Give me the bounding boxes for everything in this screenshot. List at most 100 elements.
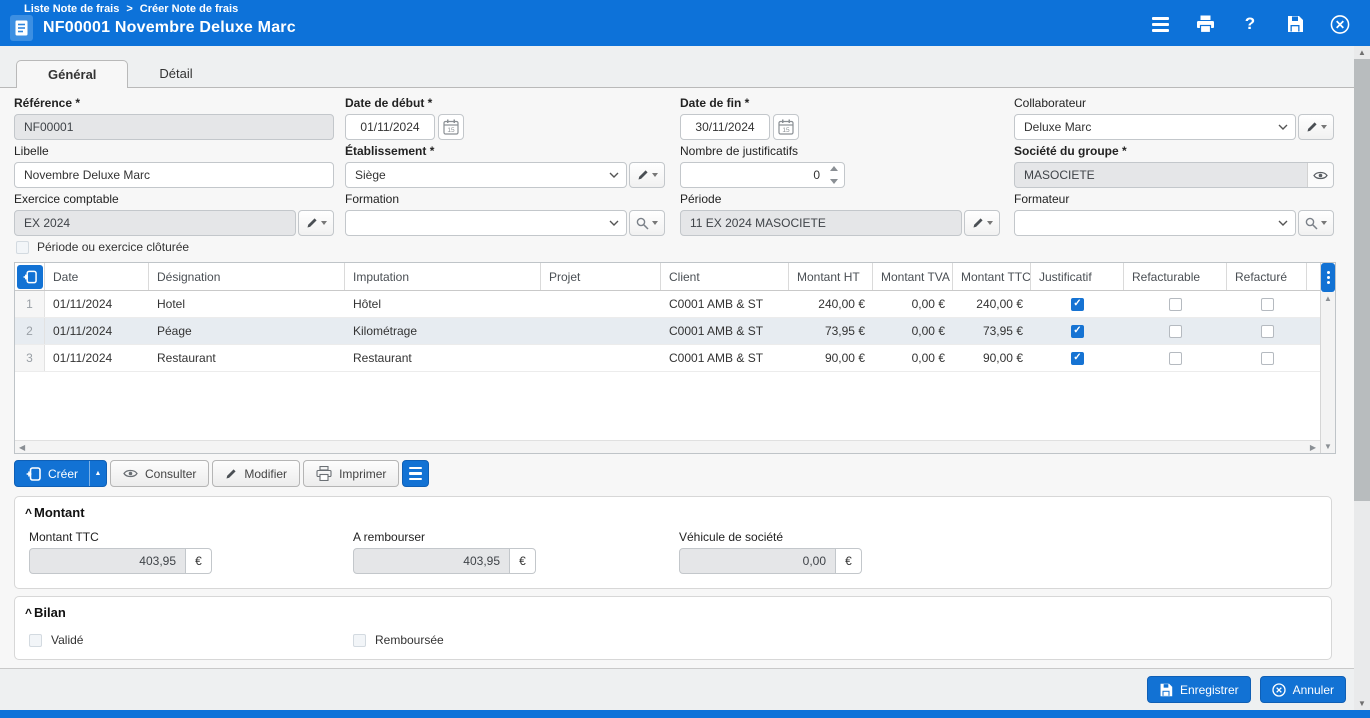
cell-montant_ht: 240,00 € bbox=[818, 297, 865, 311]
enregistrer-button[interactable]: Enregistrer bbox=[1146, 676, 1251, 703]
close-icon[interactable] bbox=[1330, 14, 1350, 34]
print-icon bbox=[316, 466, 332, 481]
scroll-up-icon[interactable]: ▲ bbox=[1324, 294, 1332, 303]
column-header-montant-ht[interactable]: Montant HT bbox=[789, 263, 873, 290]
help-icon[interactable]: ? bbox=[1244, 14, 1256, 33]
eye-icon bbox=[123, 469, 138, 478]
remboursee-checkbox[interactable] bbox=[353, 633, 366, 647]
column-header-montant-ttc[interactable]: Montant TTC bbox=[953, 263, 1031, 290]
table-row[interactable]: 3 01/11/2024 Restaurant Restaurant C0001 AMB… bbox=[15, 345, 1320, 372]
chevron-down-icon[interactable] bbox=[602, 163, 626, 187]
date-fin-input[interactable]: 30/11/2024 bbox=[680, 114, 770, 140]
reference-field: NF00001 bbox=[14, 114, 334, 140]
etablissement-select[interactable]: Siège bbox=[345, 162, 627, 188]
refacturable-checkbox[interactable] bbox=[1169, 351, 1182, 365]
column-header-refacture[interactable]: Refacturé bbox=[1227, 263, 1307, 290]
search-formateur-button[interactable] bbox=[1298, 210, 1334, 236]
libelle-input[interactable]: Novembre Deluxe Marc bbox=[14, 162, 334, 188]
edit-periode-button[interactable] bbox=[964, 210, 1000, 236]
refacture-checkbox[interactable] bbox=[1260, 297, 1274, 311]
cell-date: 01/11/2024 bbox=[53, 351, 113, 365]
periode-field: 11 EX 2024 MASOCIETE bbox=[680, 210, 962, 236]
chevron-down-icon[interactable] bbox=[602, 211, 626, 235]
date-debut-input[interactable]: 01/11/2024 bbox=[345, 114, 435, 140]
caret-down-icon bbox=[652, 221, 658, 225]
collapse-icon[interactable]: ^ bbox=[25, 505, 33, 520]
menu-icon[interactable] bbox=[1150, 14, 1170, 34]
column-header-projet[interactable]: Projet bbox=[541, 263, 661, 290]
chevron-down-icon[interactable] bbox=[1271, 211, 1295, 235]
refacturable-checkbox[interactable] bbox=[1169, 324, 1182, 338]
tab-bar: Général Détail bbox=[16, 60, 224, 88]
societe-groupe-label: Société du groupe * bbox=[1014, 144, 1127, 158]
search-formation-button[interactable] bbox=[629, 210, 665, 236]
column-header-client[interactable]: Client bbox=[661, 263, 789, 290]
formation-select[interactable] bbox=[345, 210, 627, 236]
toolbar-menu-button[interactable] bbox=[402, 460, 430, 487]
number-stepper[interactable] bbox=[830, 166, 838, 184]
table-row[interactable]: 1 01/11/2024 Hotel Hôtel C0001 AMB & ST 240,0… bbox=[15, 291, 1320, 318]
annuler-button[interactable]: Annuler bbox=[1259, 676, 1346, 703]
tab-detail[interactable]: Détail bbox=[159, 66, 193, 81]
refacture-checkbox[interactable] bbox=[1260, 324, 1274, 338]
modifier-button[interactable]: Modifier bbox=[212, 460, 301, 487]
cell-projet bbox=[541, 318, 661, 344]
scroll-left-icon[interactable]: ◀ bbox=[19, 442, 26, 452]
edit-collaborateur-button[interactable] bbox=[1298, 114, 1334, 140]
scroll-down-icon[interactable]: ▼ bbox=[1358, 699, 1366, 708]
column-header-designation[interactable]: Désignation bbox=[149, 263, 345, 290]
formateur-select[interactable] bbox=[1014, 210, 1296, 236]
valide-checkbox[interactable] bbox=[29, 633, 42, 647]
column-header-justificatif[interactable]: Justificatif bbox=[1031, 263, 1124, 290]
breadcrumb-parent[interactable]: Liste Note de frais bbox=[24, 3, 120, 15]
collaborateur-select[interactable]: Deluxe Marc bbox=[1014, 114, 1296, 140]
cell-justificatif: ✓ bbox=[1031, 318, 1124, 344]
imprimer-button[interactable]: Imprimer bbox=[303, 460, 400, 487]
grid-options-button[interactable] bbox=[1321, 263, 1335, 292]
page-scrollbar[interactable]: ▲ ▼ bbox=[1354, 46, 1370, 710]
montant-ttc-label: Montant TTC bbox=[29, 530, 99, 544]
formateur-label: Formateur bbox=[1014, 192, 1070, 206]
refacture-checkbox[interactable] bbox=[1260, 351, 1274, 365]
justificatif-checkbox[interactable]: ✓ bbox=[1071, 324, 1084, 338]
edit-exercice-button[interactable] bbox=[298, 210, 334, 236]
eye-icon bbox=[1313, 171, 1328, 179]
collapse-icon[interactable]: ^ bbox=[25, 605, 33, 620]
cloture-checkbox[interactable] bbox=[16, 240, 29, 254]
column-header-montant-tva[interactable]: Montant TVA bbox=[873, 263, 953, 290]
consulter-button[interactable]: Consulter bbox=[110, 460, 210, 487]
column-header-date[interactable]: Date bbox=[45, 263, 149, 290]
nombre-justificatifs-input[interactable]: 0 bbox=[680, 162, 845, 188]
justificatif-checkbox[interactable]: ✓ bbox=[1071, 297, 1084, 311]
grid-vertical-scrollbar[interactable]: ▲ ▼ bbox=[1321, 292, 1335, 453]
view-societe-button[interactable] bbox=[1307, 163, 1333, 187]
creer-button[interactable]: Créer ▲ bbox=[14, 460, 108, 487]
scroll-right-icon[interactable]: ▶ bbox=[1309, 442, 1316, 452]
euro-suffix: € bbox=[836, 548, 862, 574]
montant-section-header[interactable]: ^ Montant bbox=[25, 505, 85, 520]
calendar-icon[interactable]: 15 bbox=[438, 114, 464, 140]
column-header-refacturable[interactable]: Refacturable bbox=[1124, 263, 1227, 290]
remboursee-label: Remboursée bbox=[375, 633, 444, 647]
add-line-button[interactable] bbox=[16, 264, 43, 289]
justificatif-checkbox[interactable]: ✓ bbox=[1071, 351, 1084, 365]
scroll-down-icon[interactable]: ▼ bbox=[1324, 442, 1332, 451]
step-down-icon bbox=[830, 179, 838, 184]
cell-montant_tva: 0,00 € bbox=[873, 318, 953, 344]
print-icon[interactable] bbox=[1195, 14, 1215, 34]
tab-general[interactable]: Général bbox=[16, 60, 129, 88]
calendar-icon[interactable]: 15 bbox=[773, 114, 799, 140]
edit-etablissement-button[interactable] bbox=[629, 162, 665, 188]
page-scrollbar-thumb[interactable] bbox=[1354, 59, 1370, 501]
save-icon[interactable] bbox=[1285, 14, 1305, 34]
grid-horizontal-scrollbar[interactable]: ◀ ▶ bbox=[15, 440, 1320, 453]
refacturable-checkbox[interactable] bbox=[1169, 297, 1182, 311]
creer-menu-caret[interactable]: ▲ bbox=[89, 461, 106, 486]
bilan-section-header[interactable]: ^ Bilan bbox=[25, 605, 66, 620]
scroll-up-icon[interactable]: ▲ bbox=[1358, 48, 1366, 57]
chevron-down-icon[interactable] bbox=[1271, 115, 1295, 139]
cloture-checkbox-row: Période ou exercice clôturée bbox=[16, 240, 189, 254]
table-row[interactable]: 2 01/11/2024 Péage Kilométrage C0001 AMB & S… bbox=[15, 318, 1320, 345]
create-icon bbox=[26, 466, 41, 481]
column-header-imputation[interactable]: Imputation bbox=[345, 263, 541, 290]
